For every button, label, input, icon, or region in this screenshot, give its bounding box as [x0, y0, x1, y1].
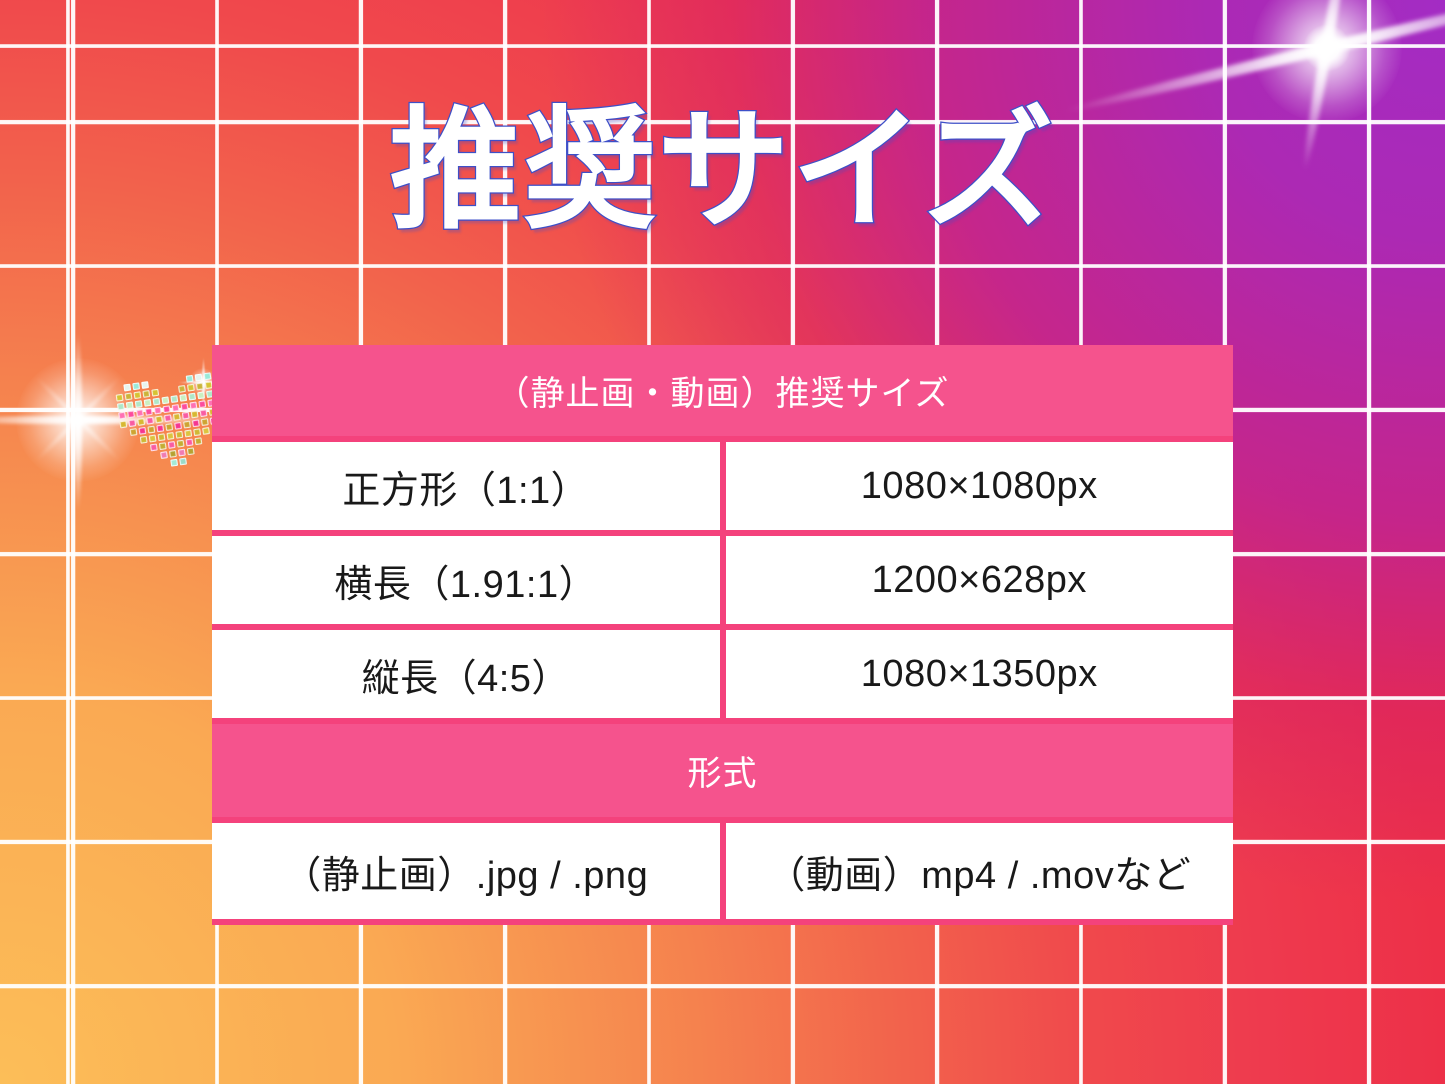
table-cell-format-video: （動画）mp4 / .movなど: [725, 823, 1233, 919]
heart-pixel: [142, 389, 151, 398]
heart-pixel: [125, 401, 134, 410]
heart-pixel: [190, 410, 199, 419]
heart-pixel: [133, 391, 142, 400]
heart-pixel: [174, 421, 183, 430]
heart-pixel: [115, 393, 124, 402]
heart-pixel: [151, 388, 160, 397]
heart-pixel: [135, 409, 144, 417]
heart-pixel: [118, 411, 127, 420]
heart-pixel: [172, 412, 181, 421]
table-cell-landscape-value: 1200×628px: [725, 536, 1233, 624]
heart-pixel: [129, 428, 138, 437]
heart-pixel: [139, 435, 148, 444]
heart-pixel: [162, 405, 171, 414]
heart-pixel: [195, 382, 204, 391]
heart-pixel: [123, 383, 132, 392]
heart-pixel: [134, 400, 143, 409]
heart-pixel: [147, 425, 156, 434]
heart-pixel: [143, 398, 152, 407]
heart-pixel: [189, 401, 198, 410]
heart-pixel: [184, 429, 193, 438]
table-cell-landscape-label: 横長（1.91:1）: [212, 536, 720, 624]
heart-pixel: [168, 449, 177, 458]
heart-pixel: [119, 420, 128, 429]
heart-pixel: [179, 393, 188, 402]
heart-pixel: [191, 419, 200, 428]
table-cell-square-value: 1080×1080px: [725, 442, 1233, 530]
heart-pixel: [167, 440, 176, 449]
heart-pixel: [186, 383, 195, 392]
heart-pixel: [152, 397, 161, 406]
heart-pixel: [148, 434, 157, 443]
heart-pixel: [156, 424, 165, 433]
heart-pixel: [194, 373, 203, 382]
table-cell-portrait-value: 1080×1350px: [725, 630, 1233, 718]
heart-pixel: [175, 430, 184, 439]
heart-pixel: [185, 374, 194, 383]
heart-pixel: [170, 395, 179, 404]
heart-pixel: [198, 400, 207, 409]
heart-pixel: [158, 442, 167, 451]
heart-pixel: [181, 411, 190, 420]
heart-pixel: [199, 409, 208, 418]
heart-pixel: [171, 404, 180, 412]
heart-pixel: [185, 438, 194, 447]
heart-pixel: [127, 410, 135, 419]
heart-pixel: [193, 428, 202, 437]
heart-pixel: [116, 402, 125, 411]
heart-pixel: [165, 423, 174, 432]
heart-pixel: [146, 416, 155, 425]
table-header-sizes: （静止画・動画）推奨サイズ: [212, 345, 1233, 436]
heart-pixel: [176, 439, 185, 448]
table-header-format: 形式: [212, 724, 1233, 817]
heart-pixel: [166, 432, 175, 440]
heart-pixel: [132, 382, 141, 391]
heart-pixel: [194, 437, 203, 446]
table-cell-square-label: 正方形（1:1）: [212, 442, 720, 530]
table-cell-format-still: （静止画）.jpg / .png: [212, 823, 720, 919]
heart-pixel: [183, 420, 191, 429]
heart-pixel: [170, 458, 179, 467]
recommended-size-table: （静止画・動画）推奨サイズ 正方形（1:1） 1080×1080px 横長（1.…: [212, 345, 1233, 925]
heart-pixel: [138, 426, 147, 435]
heart-pixel: [153, 406, 162, 415]
heart-pixel: [144, 407, 153, 416]
heart-pixel: [161, 396, 170, 405]
heart-pixel: [180, 402, 189, 411]
heart-pixel: [186, 447, 195, 456]
heart-pixel: [124, 392, 133, 401]
heart-pixel: [179, 457, 188, 466]
page-title: 推奨サイズ: [388, 96, 1056, 246]
heart-pixel: [157, 433, 166, 442]
heart-pixel: [160, 451, 168, 460]
heart-pixel: [178, 384, 186, 393]
heart-pixel: [155, 415, 163, 424]
heart-pixel: [141, 381, 150, 389]
heart-pixel: [202, 427, 211, 435]
heart-pixel: [128, 419, 137, 428]
heart-pixel: [188, 392, 197, 401]
heart-pixel: [149, 443, 158, 452]
heart-pixel: [200, 418, 209, 427]
heart-pixel: [197, 391, 206, 400]
table-cell-portrait-label: 縦長（4:5）: [212, 630, 720, 718]
heart-pixel: [163, 414, 172, 423]
heart-pixel: [137, 417, 146, 426]
heart-pixel: [177, 448, 186, 457]
heart-pixel: [203, 372, 212, 381]
